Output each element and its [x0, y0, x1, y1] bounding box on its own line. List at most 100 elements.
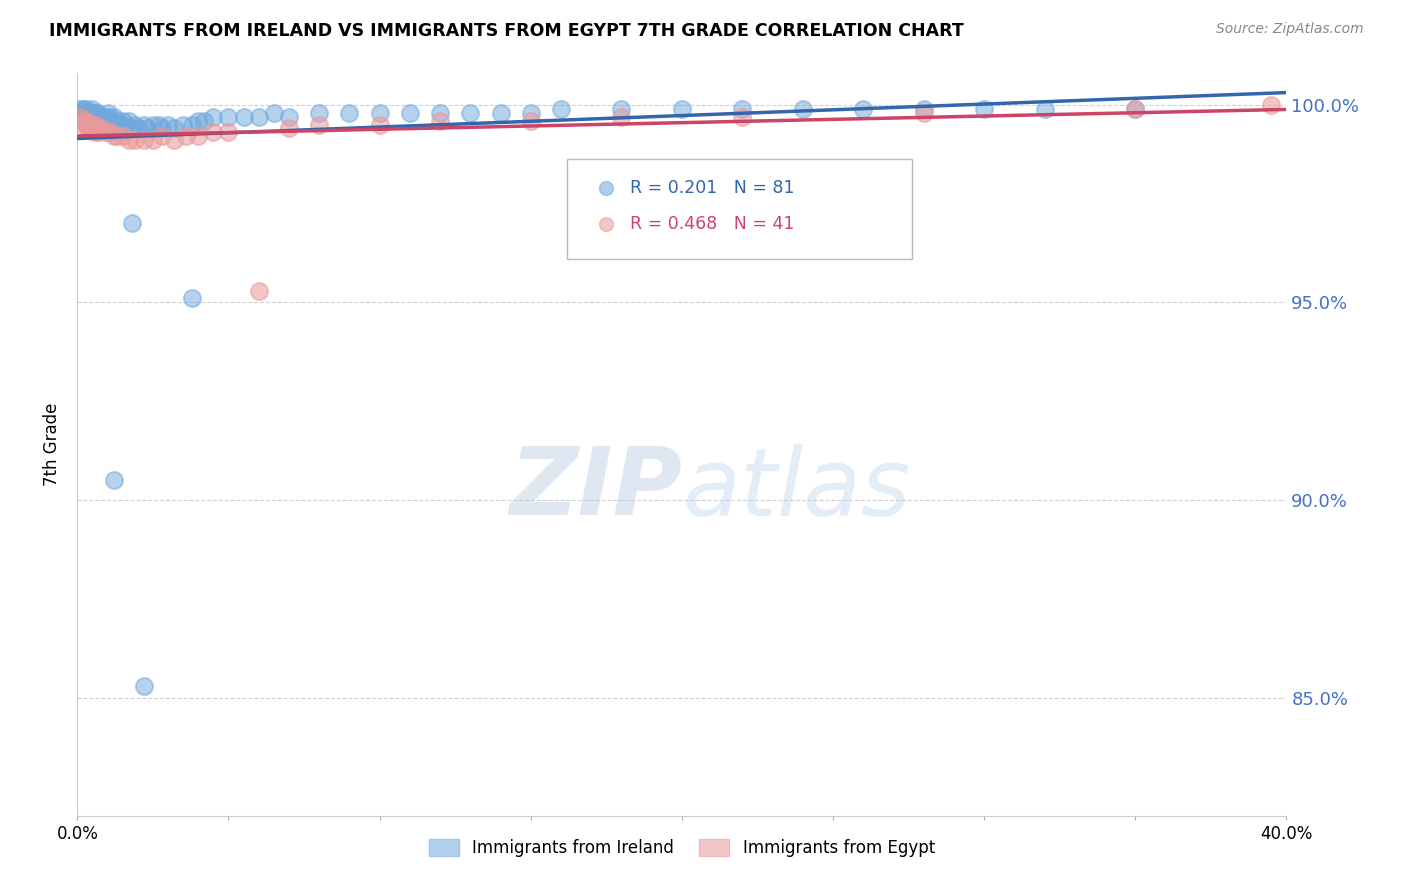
Point [72, 118, 94, 132]
Point [96, 110, 118, 124]
Point [93, 118, 115, 132]
Point [75, 110, 97, 124]
Point [172, 118, 194, 132]
Point [90, 113, 112, 128]
Point [368, 105, 391, 120]
Point [124, 118, 146, 132]
Text: Source: ZipAtlas.com: Source: ZipAtlas.com [1216, 22, 1364, 37]
Point [87, 125, 110, 139]
Point [174, 129, 197, 144]
Point [127, 121, 149, 136]
Point [308, 105, 330, 120]
Point [121, 121, 143, 136]
Point [610, 102, 633, 116]
Point [202, 110, 225, 124]
Point [103, 473, 125, 487]
Point [72, 113, 94, 128]
Point [108, 118, 131, 132]
Point [132, 133, 155, 147]
Point [96, 105, 118, 120]
Point [82, 121, 104, 136]
Point [181, 292, 204, 306]
Point [148, 118, 170, 132]
Point [93, 125, 115, 139]
Point [429, 105, 451, 120]
Point [96, 118, 118, 132]
Point [163, 133, 186, 147]
Point [75, 105, 97, 120]
Point [792, 102, 814, 116]
Point [132, 679, 155, 693]
Point [75, 113, 97, 128]
Point [399, 105, 422, 120]
Point [84, 110, 107, 124]
Point [105, 113, 128, 128]
Point [87, 110, 110, 124]
Point [202, 125, 225, 139]
Legend: Immigrants from Ireland, Immigrants from Egypt: Immigrants from Ireland, Immigrants from… [422, 832, 942, 863]
Point [731, 102, 754, 116]
Point [232, 110, 254, 124]
Point [121, 216, 143, 230]
Point [84, 125, 107, 139]
Point [520, 105, 543, 120]
Point [912, 102, 935, 116]
Point [247, 284, 270, 298]
Point [79, 105, 101, 120]
Point [489, 105, 512, 120]
Point [69, 105, 91, 120]
Point [114, 118, 136, 132]
Point [1388, 710, 1406, 724]
Point [135, 121, 157, 136]
FancyBboxPatch shape [567, 159, 911, 259]
Point [103, 110, 125, 124]
Point [263, 105, 285, 120]
Point [96, 125, 118, 139]
Point [193, 113, 215, 128]
Point [100, 125, 122, 139]
Text: R = 0.468   N = 41: R = 0.468 N = 41 [630, 215, 794, 233]
Point [610, 110, 633, 124]
Point [368, 118, 391, 132]
Point [84, 118, 107, 132]
Point [72, 110, 94, 124]
Point [218, 125, 240, 139]
Point [1260, 97, 1282, 112]
Point [72, 113, 94, 128]
Point [278, 110, 301, 124]
Point [163, 121, 186, 136]
Point [142, 133, 165, 147]
Point [75, 102, 97, 116]
Point [278, 121, 301, 136]
Point [79, 113, 101, 128]
Point [181, 118, 204, 132]
Point [308, 118, 330, 132]
Point [84, 105, 107, 120]
Point [75, 113, 97, 128]
Point [82, 113, 104, 128]
Text: IMMIGRANTS FROM IRELAND VS IMMIGRANTS FROM EGYPT 7TH GRADE CORRELATION CHART: IMMIGRANTS FROM IRELAND VS IMMIGRANTS FR… [49, 22, 965, 40]
Point [75, 118, 97, 132]
Point [150, 121, 173, 136]
Point [105, 129, 128, 144]
Point [79, 118, 101, 132]
Point [69, 110, 91, 124]
Point [84, 113, 107, 128]
Point [150, 129, 173, 144]
Point [72, 102, 94, 116]
Point [82, 105, 104, 120]
Point [731, 110, 754, 124]
Point [118, 113, 141, 128]
Point [852, 102, 875, 116]
Point [79, 110, 101, 124]
Point [1123, 102, 1146, 116]
Point [87, 121, 110, 136]
Point [671, 102, 693, 116]
Point [111, 129, 134, 144]
Point [1033, 102, 1056, 116]
Point [247, 110, 270, 124]
Point [93, 110, 115, 124]
Point [520, 113, 543, 128]
Point [142, 118, 165, 132]
Point [103, 118, 125, 132]
